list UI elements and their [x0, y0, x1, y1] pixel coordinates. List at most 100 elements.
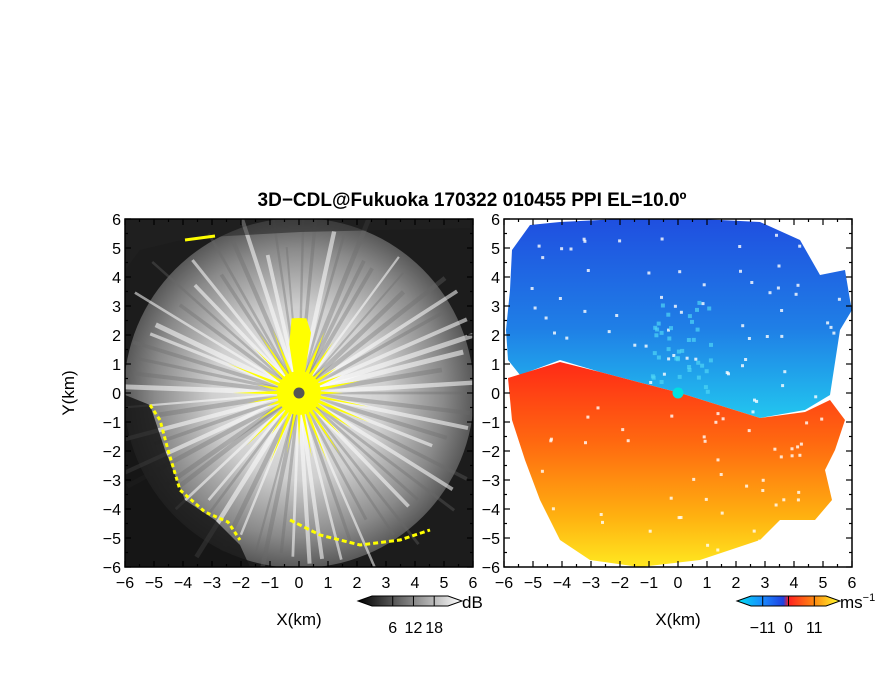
x-tick-label: 5	[819, 575, 828, 592]
speckle	[780, 309, 784, 312]
x-tick-label: 4	[411, 575, 420, 592]
speckle	[677, 516, 681, 520]
colorbar-tick-label: 18	[425, 620, 443, 637]
y-tick-label: −4	[103, 502, 121, 519]
speckle	[721, 417, 725, 421]
speckle	[669, 326, 673, 331]
speckle	[687, 368, 692, 372]
speckle	[687, 314, 692, 319]
x-tick-label: −5	[524, 575, 542, 592]
x-tick-label: 6	[469, 575, 478, 592]
beam-ray	[298, 256, 400, 394]
colorbar-tick-label: 11	[806, 620, 823, 637]
beam-ray	[297, 392, 325, 560]
y-tick-label: −5	[482, 531, 500, 548]
y-tick-label: 1	[112, 357, 121, 374]
right-radar-site	[672, 387, 684, 399]
speckle	[520, 505, 524, 509]
speckle	[765, 335, 769, 338]
y-tick-label: 6	[112, 212, 121, 229]
speckle	[644, 344, 648, 348]
speckle	[780, 334, 784, 338]
colorbar-tick-label: 0	[784, 620, 793, 637]
y-tick-label: 2	[491, 328, 500, 345]
x-tick-label: 3	[761, 575, 770, 592]
speckle	[838, 242, 842, 246]
speckle	[768, 291, 772, 295]
beam-ray	[297, 392, 368, 521]
y-tick-label: 4	[112, 270, 121, 287]
beam-ray	[298, 391, 468, 481]
speckle	[690, 319, 694, 324]
speckle	[540, 469, 544, 473]
right-xlabel: X(km)	[655, 610, 700, 629]
speckle	[753, 398, 756, 402]
beam-ray	[134, 291, 300, 395]
speckle	[821, 517, 824, 520]
speckle	[783, 370, 787, 374]
speckle	[618, 239, 622, 243]
beam-ray	[298, 380, 473, 396]
beam-ray	[151, 260, 300, 394]
speckle	[761, 478, 765, 482]
speckle	[739, 269, 742, 273]
speckle	[781, 384, 785, 388]
speckle	[720, 511, 724, 515]
speckle	[691, 337, 696, 342]
x-tick-label: −4	[174, 575, 192, 592]
speckle	[744, 358, 748, 361]
y-tick-label: 4	[491, 270, 500, 287]
speckle	[725, 371, 729, 375]
y-tick-label: 5	[112, 241, 121, 258]
speckle	[544, 316, 548, 320]
speckle	[667, 336, 672, 341]
speckle	[551, 507, 555, 511]
speckle	[666, 312, 671, 317]
speckle	[673, 304, 677, 308]
speckle	[569, 247, 573, 251]
right-receding-region	[508, 362, 845, 567]
speckle	[650, 374, 655, 379]
speckle	[701, 302, 705, 306]
right-panel: −6 −5 −4 −3 −2 −1 0 1 2 3 4 5 6 6 5 4 3 2 1 0 −1 −2 −3 −4 −5 −6 X…	[482, 212, 857, 629]
left-heatmap	[125, 219, 473, 567]
beam-ray	[132, 340, 300, 395]
speckle	[659, 380, 664, 384]
speckle	[654, 333, 659, 338]
speckle	[761, 489, 765, 492]
speckle	[615, 314, 619, 317]
speckle	[599, 513, 603, 516]
speckle	[796, 445, 800, 449]
speckle	[560, 247, 564, 251]
speckle	[704, 497, 708, 501]
speckle	[790, 454, 794, 458]
speckle	[738, 245, 742, 248]
left-ylabel: Y(km)	[59, 370, 78, 415]
speckle	[703, 439, 707, 443]
speckle	[752, 529, 756, 533]
beam-ray	[134, 371, 300, 396]
y-tick-label: −1	[103, 415, 121, 432]
speckle	[766, 547, 770, 551]
y-tick-label: −3	[482, 473, 500, 490]
speckle	[758, 539, 762, 543]
speckle	[805, 421, 809, 425]
beam-ray	[298, 272, 404, 394]
speckle	[750, 281, 754, 284]
speckle	[796, 283, 800, 287]
beam-ray	[296, 392, 312, 564]
beam-ray	[298, 391, 448, 440]
x-tick-label: −6	[116, 575, 134, 592]
beam-ray	[297, 276, 447, 395]
speckle	[565, 336, 569, 340]
dB-colorbar-unit: dB	[462, 593, 483, 612]
speckle	[583, 309, 587, 313]
x-tick-label: −1	[640, 575, 658, 592]
beam-ray	[178, 303, 301, 395]
beam-ray	[291, 392, 301, 557]
beam-ray	[297, 233, 346, 394]
speckle	[626, 439, 630, 443]
y-tick-label: 3	[112, 299, 121, 316]
speckle	[746, 553, 749, 557]
speckle	[596, 406, 600, 410]
